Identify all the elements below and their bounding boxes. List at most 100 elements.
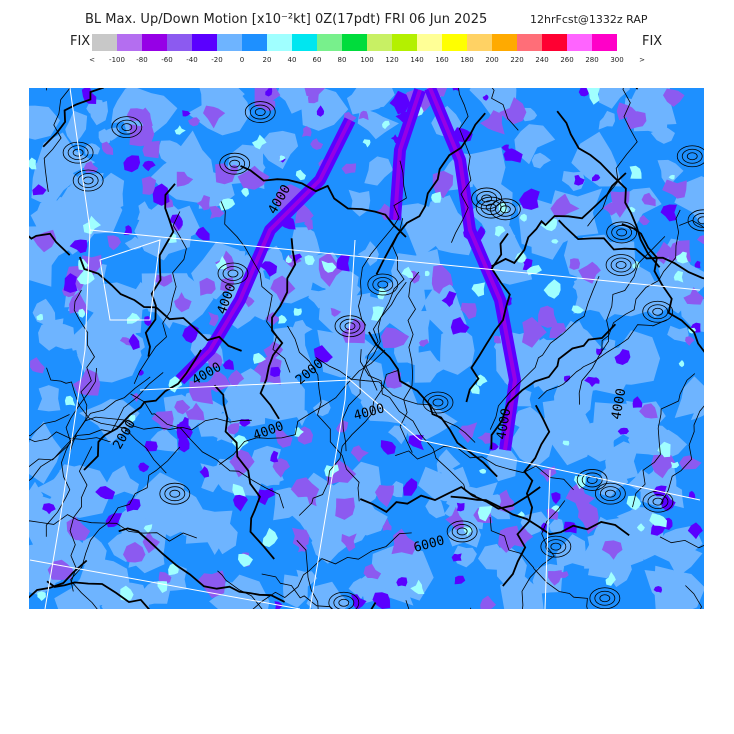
shade-patch [477, 432, 491, 444]
contour-line [144, 183, 176, 357]
contour-line [118, 527, 286, 603]
shade-patch [36, 314, 44, 321]
contour-ring [692, 212, 704, 228]
shade-patch [304, 218, 314, 231]
shade-patch [195, 226, 210, 241]
shade-patch [399, 203, 439, 260]
shade-patch [220, 277, 235, 292]
shade-patch [614, 349, 631, 365]
shade-patch [477, 506, 493, 522]
shade-patch [193, 507, 233, 555]
shade-patch [605, 571, 616, 586]
shade-patch [458, 422, 478, 443]
shade-patch [606, 330, 661, 385]
shade-patch [445, 506, 465, 530]
shade-patch [657, 441, 671, 458]
shade-patch [685, 336, 695, 346]
shade-patch [313, 345, 333, 363]
shade-patch [228, 369, 245, 387]
shade-patch [668, 174, 675, 180]
contour-line [465, 232, 511, 403]
contour-line [29, 514, 197, 542]
colorbar-label: 300 [610, 56, 623, 64]
shade-patch [199, 277, 216, 296]
contour-ring [599, 486, 621, 502]
shade-patch [371, 306, 384, 321]
color-swatch [292, 34, 317, 51]
shade-patch [453, 545, 477, 568]
contour-ring [227, 269, 239, 278]
contour-ring [367, 273, 399, 296]
shade-patch [238, 553, 253, 567]
shade-patch [419, 339, 429, 347]
shade-patch [555, 534, 586, 569]
shade-patch [227, 423, 240, 435]
shade-patch [372, 592, 391, 609]
contour-line [502, 404, 551, 587]
shade-patch [548, 518, 564, 535]
shade-patch [441, 291, 457, 307]
contour-line [370, 602, 377, 609]
shade-patch [562, 440, 570, 446]
shade-patch [508, 592, 532, 609]
shade-patch [663, 88, 685, 107]
shade-patch [37, 132, 96, 183]
shade-patch [360, 381, 417, 426]
color-swatch [267, 34, 292, 51]
colorbar-label: 60 [313, 56, 322, 64]
shade-patch [336, 420, 349, 433]
boundary-line [29, 559, 301, 609]
contour-line [578, 236, 666, 405]
shade-patch [688, 490, 696, 499]
shade-patch [231, 435, 249, 452]
shade-patch [375, 203, 392, 220]
shade-patch [42, 503, 56, 515]
shade-patch [141, 176, 157, 195]
shade-patch [456, 502, 465, 512]
shade-patch [139, 107, 153, 128]
shade-patch [408, 434, 424, 451]
shade-patch [388, 425, 408, 445]
shade-patch [546, 414, 595, 466]
contour-line [29, 232, 71, 256]
shade-patch [639, 215, 650, 226]
shade-patch [551, 492, 561, 505]
shade-patch [362, 139, 371, 148]
contour-line [489, 516, 588, 609]
contour-line [240, 165, 407, 238]
shade-patch [253, 352, 266, 364]
shade-patch [290, 477, 320, 499]
shade-patch [498, 525, 520, 553]
colorbar-label: < [89, 56, 95, 64]
shade-patch [215, 163, 236, 185]
contour-ring [594, 590, 616, 606]
contour-ring [328, 591, 360, 609]
shade-patch [480, 110, 505, 135]
shade-patch [91, 172, 125, 211]
shade-patch [675, 251, 689, 264]
shade-patch [182, 110, 191, 117]
contour-line [399, 271, 420, 453]
fix-right: FIX [642, 34, 662, 49]
contour-line [133, 211, 187, 384]
colorbar-label: -100 [109, 56, 125, 64]
color-swatch [142, 34, 167, 51]
title: BL Max. Up/Down Motion [x10⁻²kt] 0Z(17pd… [85, 12, 487, 27]
shade-patch [129, 123, 155, 147]
shade-patch [538, 305, 559, 328]
shade-patch [188, 117, 200, 127]
shade-patch [492, 545, 527, 589]
shade-patch [134, 205, 202, 261]
shade-patch [596, 348, 604, 356]
shade-patch [261, 100, 276, 111]
contour-ring [456, 527, 468, 536]
shade-patch [425, 495, 446, 519]
shade-patch [54, 577, 101, 609]
fix-left: FIX [70, 34, 90, 49]
shade-patch [515, 251, 526, 263]
shade-patch [598, 110, 615, 130]
contour-line [46, 367, 167, 474]
shade-patch [679, 455, 702, 470]
contour-line [220, 201, 291, 373]
